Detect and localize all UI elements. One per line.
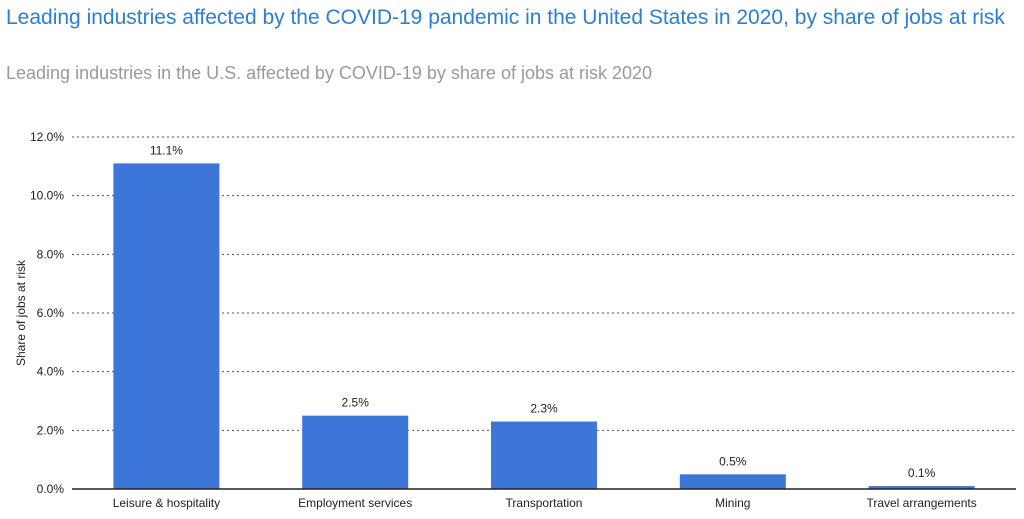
y-tick-label: 6.0%	[37, 306, 65, 320]
bar	[491, 421, 597, 489]
y-tick-label: 8.0%	[37, 247, 65, 261]
chart-subtitle: Leading industries in the U.S. affected …	[6, 63, 653, 83]
y-axis-ticks: 0.0% 2.0% 4.0% 6.0% 8.0% 10.0% 12.0%	[30, 130, 64, 496]
chart-title: Leading industries affected by the COVID…	[6, 6, 1005, 29]
bar	[113, 163, 220, 489]
y-tick-label: 0.0%	[37, 482, 65, 496]
bar	[679, 474, 786, 489]
x-tick-label: Employment services	[298, 496, 412, 510]
data-label: 11.1%	[150, 143, 183, 157]
y-tick-label: 4.0%	[37, 365, 65, 379]
data-labels: 11.1% 2.5% 2.3% 0.5% 0.1%	[150, 143, 936, 480]
x-tick-label: Mining	[715, 496, 750, 510]
data-label: 0.1%	[908, 466, 936, 480]
x-tick-label: Transportation	[506, 496, 583, 510]
x-tick-label: Travel arrangements	[866, 496, 976, 510]
bar	[302, 415, 409, 489]
x-axis-ticks: Leisure & hospitality Employment services…	[113, 496, 977, 510]
bar	[868, 486, 975, 489]
data-label: 2.3%	[530, 402, 558, 416]
y-tick-label: 12.0%	[30, 130, 64, 144]
x-tick-label: Leisure & hospitality	[113, 496, 220, 510]
y-tick-label: 2.0%	[37, 423, 65, 437]
data-label: 2.5%	[342, 396, 370, 410]
y-axis-label: Share of jobs at risk	[14, 259, 28, 366]
y-tick-label: 10.0%	[30, 189, 64, 203]
data-label: 0.5%	[719, 454, 747, 468]
bars	[113, 163, 975, 489]
